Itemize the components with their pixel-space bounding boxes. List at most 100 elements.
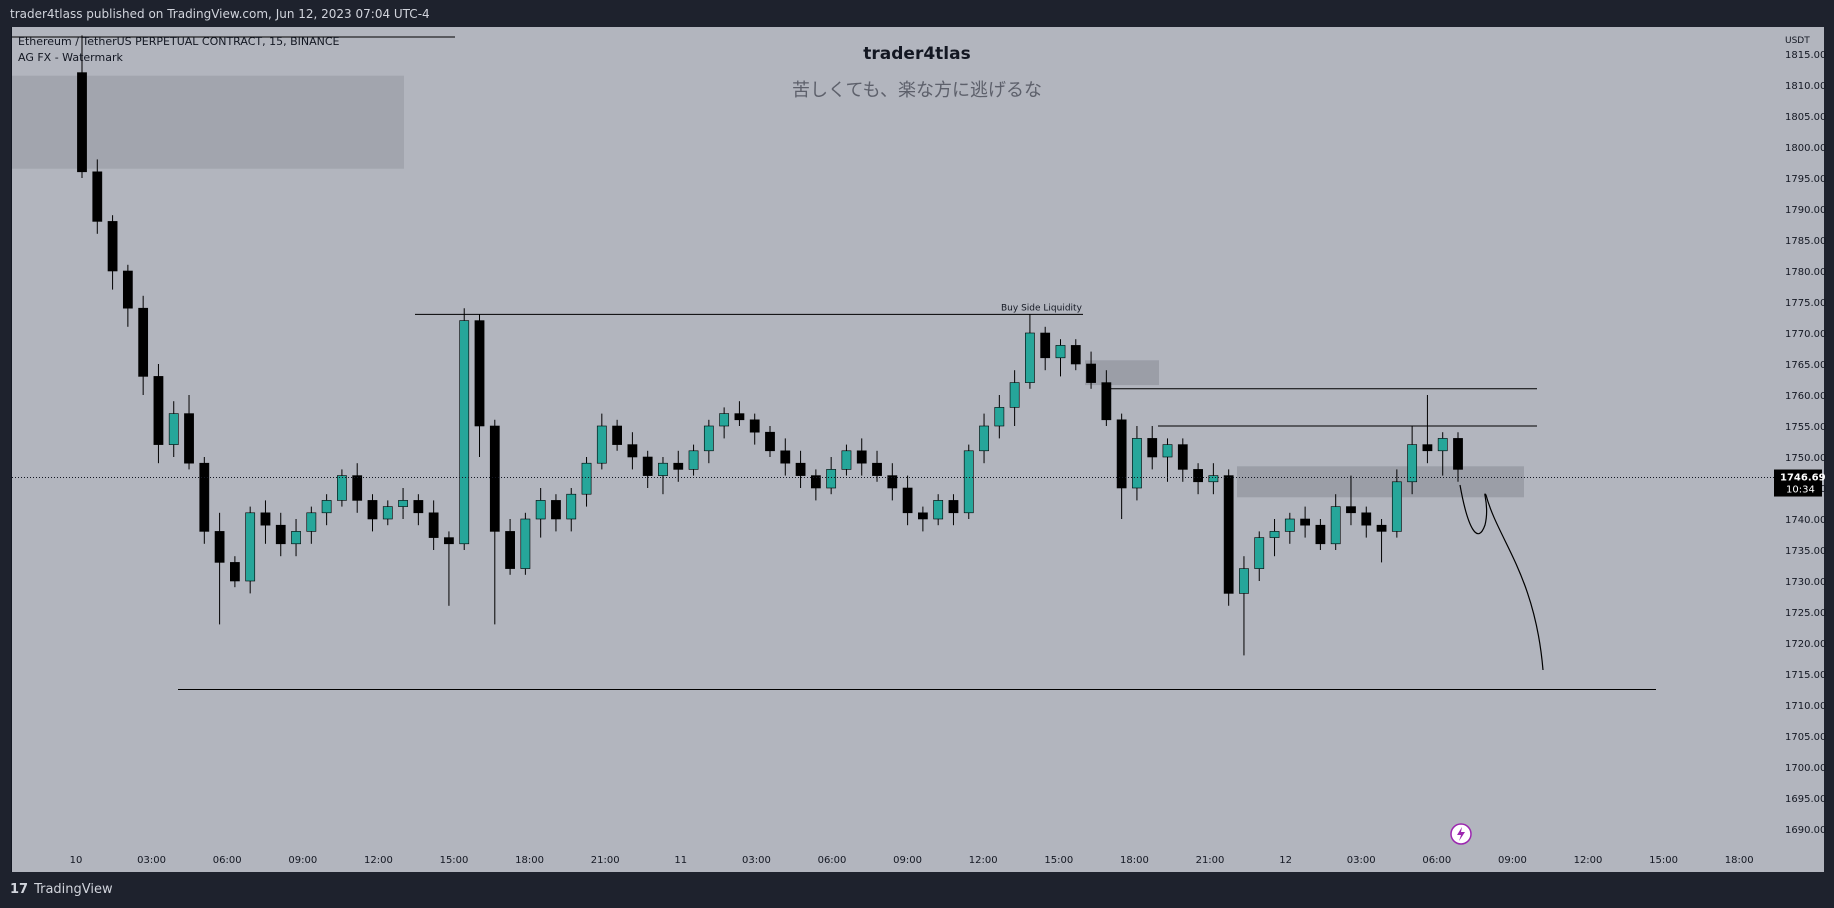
candle-body: [291, 531, 301, 545]
candle-body: [872, 462, 882, 476]
watermark-title: trader4tlas: [863, 44, 971, 64]
x-tick-label: 06:00: [818, 855, 847, 866]
candle-body: [566, 493, 577, 520]
y-tick-label: 1750.00: [1785, 453, 1826, 464]
y-tick-label: 1725.00: [1785, 608, 1826, 619]
candle-body: [505, 531, 515, 569]
y-tick-label: 1815.00: [1785, 50, 1826, 61]
chart-legend: Ethereum / TetherUS PERPETUAL CONTRACT, …: [18, 34, 340, 66]
candle-body: [1269, 531, 1280, 538]
candle-body: [367, 500, 378, 520]
x-tick-label: 09:00: [1498, 855, 1527, 866]
x-tick-label: 09:00: [288, 855, 317, 866]
candle-body: [275, 524, 286, 545]
projection-path: [1459, 484, 1544, 671]
candle-body: [703, 425, 714, 452]
x-tick-label: 03:00: [1347, 855, 1376, 866]
y-tick-label: 1735.00: [1785, 546, 1826, 557]
price-label-box: [1774, 469, 1822, 497]
x-tick-label: 15:00: [1044, 855, 1073, 866]
candle-body: [1284, 518, 1295, 532]
indicator-label: AG FX - Watermark: [18, 51, 123, 64]
demand-zone: [1237, 466, 1524, 498]
y-tick-label: 1730.00: [1785, 577, 1826, 588]
x-tick-label: 21:00: [591, 855, 620, 866]
y-tick-label: 1770.00: [1785, 329, 1826, 340]
symbol-label: Ethereum / TetherUS PERPETUAL CONTRACT, …: [18, 35, 340, 48]
candle-body: [1407, 444, 1418, 483]
order-block-zone: [1085, 360, 1159, 386]
candle-body: [199, 462, 210, 532]
candle-body: [1132, 438, 1142, 489]
y-tick-label: 1810.00: [1785, 81, 1826, 92]
y-tick-label: 1800.00: [1785, 143, 1826, 154]
y-tick-label: 1690.00: [1785, 825, 1826, 836]
candle-body: [841, 450, 852, 470]
lightning-bolt-icon: [1457, 827, 1465, 841]
candle-body: [1361, 512, 1372, 526]
y-tick-label: 1805.00: [1785, 112, 1826, 123]
y-tick-label: 1755.00: [1785, 422, 1826, 433]
x-tick-label: 12: [1279, 855, 1292, 866]
x-tick-label: 11: [674, 855, 687, 866]
footer-bar: 17 TradingView: [0, 872, 1834, 908]
y-tick-label: 1715.00: [1785, 670, 1826, 681]
candle-body: [520, 518, 531, 569]
candle-body: [398, 500, 408, 507]
x-tick-label: 18:00: [515, 855, 544, 866]
candle-body: [658, 462, 668, 476]
candle-body: [1070, 345, 1081, 365]
candle-body: [138, 307, 149, 377]
candle-body: [688, 450, 699, 470]
publish-header: trader4tlass published on TradingView.co…: [0, 0, 1834, 27]
candle-body: [184, 413, 194, 464]
candle-body: [1254, 537, 1265, 569]
candle-body: [1300, 518, 1310, 526]
candle-body: [979, 425, 989, 452]
candle-body: [306, 512, 317, 532]
candle-body: [77, 72, 87, 173]
candle-body: [933, 500, 944, 520]
candle-body: [826, 469, 837, 489]
candle-body: [107, 221, 118, 272]
candle-body: [1391, 481, 1402, 532]
buy-side-liquidity-label: Buy Side Liquidity: [1001, 303, 1083, 313]
candle-body: [92, 171, 103, 222]
x-tick-label: 21:00: [1196, 855, 1225, 866]
candle-body: [1101, 382, 1112, 421]
candle-body: [1162, 444, 1173, 458]
candle-body: [260, 512, 271, 526]
candle-body: [230, 562, 240, 582]
currency-label: USDT: [1785, 36, 1810, 46]
x-tick-label: 18:00: [1120, 855, 1149, 866]
candle-body: [551, 500, 561, 520]
candle-body: [1346, 506, 1356, 514]
candle-body: [1055, 345, 1066, 359]
candle-body: [168, 413, 179, 445]
candle-body: [749, 419, 760, 433]
candle-body: [1315, 524, 1326, 545]
y-tick-label: 1765.00: [1785, 360, 1826, 371]
candle-body: [535, 500, 546, 520]
x-tick-label: 15:00: [1649, 855, 1678, 866]
candle-body: [856, 450, 867, 464]
x-tick-label: 15:00: [440, 855, 469, 866]
candle-body: [596, 425, 607, 464]
y-tick-label: 1695.00: [1785, 794, 1826, 805]
candle-body: [765, 431, 775, 452]
candle-body: [1040, 332, 1051, 359]
candle-body: [382, 506, 393, 520]
candle-body: [1147, 438, 1158, 458]
x-tick-label: 18:00: [1725, 855, 1754, 866]
candle-body: [642, 456, 653, 476]
x-tick-label: 10: [70, 855, 83, 866]
x-tick-label: 12:00: [1574, 855, 1603, 866]
y-tick-label: 1760.00: [1785, 391, 1826, 402]
tv-logo-icon: 17: [10, 882, 29, 897]
candle-body: [245, 512, 256, 582]
candle-body: [352, 475, 363, 501]
countdown-label: 10:34: [1786, 485, 1815, 496]
tradingview-logo[interactable]: 17 TradingView: [10, 882, 113, 897]
x-tick-label: 12:00: [969, 855, 998, 866]
